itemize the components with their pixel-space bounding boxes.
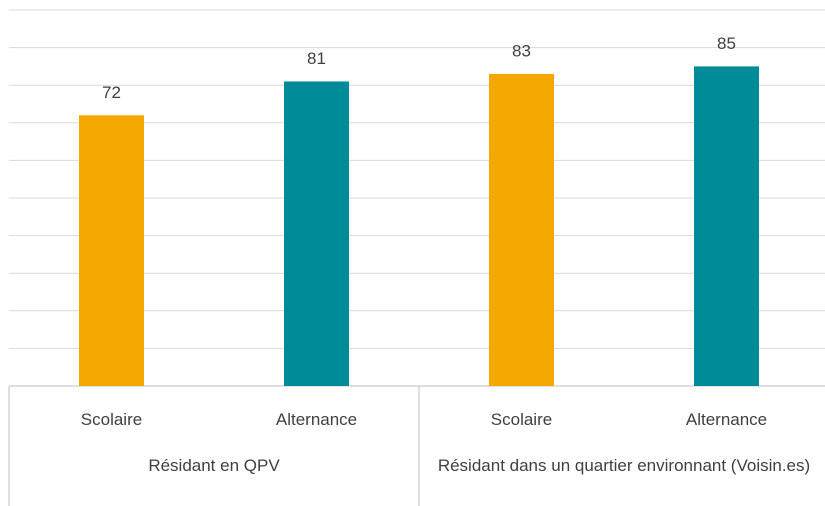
x-tick-label: Alternance bbox=[275, 410, 358, 429]
data-label: 72 bbox=[102, 83, 121, 102]
bar bbox=[79, 115, 144, 386]
bar bbox=[694, 66, 759, 387]
data-label: 85 bbox=[717, 34, 736, 53]
group-label: Résidant dans un quartier environnant (V… bbox=[437, 456, 811, 475]
x-tick-label: Alternance bbox=[685, 410, 768, 429]
x-tick-label: Scolaire bbox=[80, 410, 143, 429]
bar bbox=[284, 81, 349, 386]
data-label: 83 bbox=[512, 41, 531, 60]
data-label: 81 bbox=[307, 49, 326, 68]
x-tick-label: Scolaire bbox=[490, 410, 553, 429]
group-label: Résidant en QPV bbox=[148, 456, 280, 475]
bar bbox=[489, 73, 554, 387]
